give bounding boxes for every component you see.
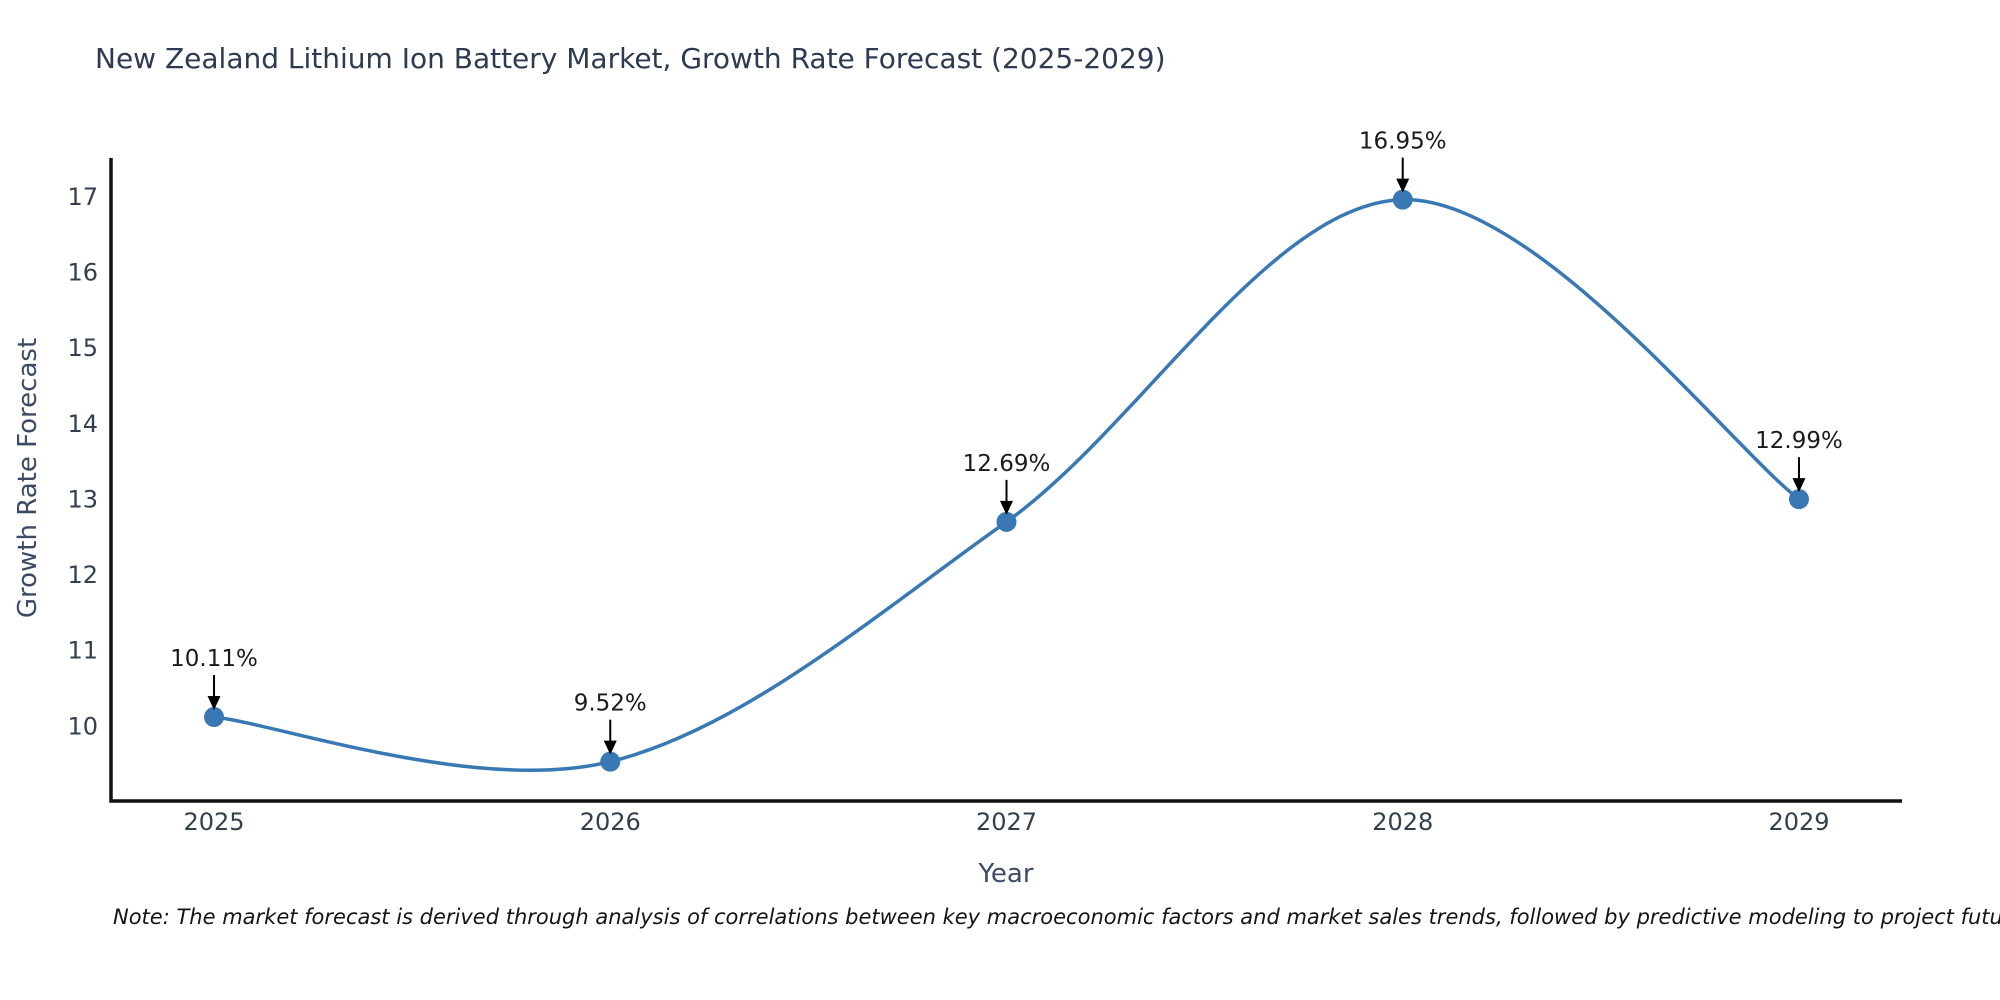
annotation-label: 9.52% bbox=[574, 691, 647, 717]
data-point-marker bbox=[1788, 489, 1809, 510]
y-tick-label: 17 bbox=[67, 183, 98, 211]
annotation-label: 12.99% bbox=[1755, 428, 1843, 454]
y-tick-label: 11 bbox=[67, 637, 98, 665]
x-tick-label: 2027 bbox=[976, 808, 1037, 836]
x-axis-title: Year bbox=[978, 859, 1034, 889]
footnote: Note: The market forecast is derived thr… bbox=[113, 905, 2000, 929]
data-point-marker bbox=[1392, 189, 1413, 210]
x-tick-label: 2029 bbox=[1768, 808, 1829, 836]
annotation-arrowhead bbox=[603, 740, 617, 755]
chart-title: New Zealand Lithium Ion Battery Market, … bbox=[95, 42, 1166, 75]
y-tick-label: 10 bbox=[67, 712, 98, 740]
y-tick-label: 13 bbox=[67, 485, 98, 513]
x-tick-label: 2025 bbox=[183, 808, 244, 836]
annotation-label: 12.69% bbox=[963, 451, 1051, 477]
line-series bbox=[212, 197, 1801, 773]
y-tick-label: 16 bbox=[67, 258, 98, 286]
y-tick-label: 12 bbox=[67, 561, 98, 589]
annotation-arrowhead bbox=[1000, 500, 1013, 515]
x-tick-label: 2026 bbox=[580, 808, 641, 836]
data-point-marker bbox=[996, 511, 1017, 532]
y-tick-label: 15 bbox=[67, 334, 98, 362]
annotation-arrowhead bbox=[207, 696, 221, 711]
data-point-marker bbox=[600, 751, 621, 772]
axis-spines bbox=[109, 158, 1902, 803]
annotation-label: 10.11% bbox=[170, 646, 258, 672]
x-tick-label: 2028 bbox=[1372, 808, 1433, 836]
annotation-label: 16.95% bbox=[1359, 129, 1447, 155]
annotation-arrowhead bbox=[1396, 178, 1410, 193]
data-point-marker bbox=[204, 707, 225, 728]
y-axis-title: Growth Rate Forecast bbox=[13, 337, 43, 619]
y-tick-label: 14 bbox=[67, 410, 98, 438]
annotation-arrowhead bbox=[1792, 478, 1806, 493]
